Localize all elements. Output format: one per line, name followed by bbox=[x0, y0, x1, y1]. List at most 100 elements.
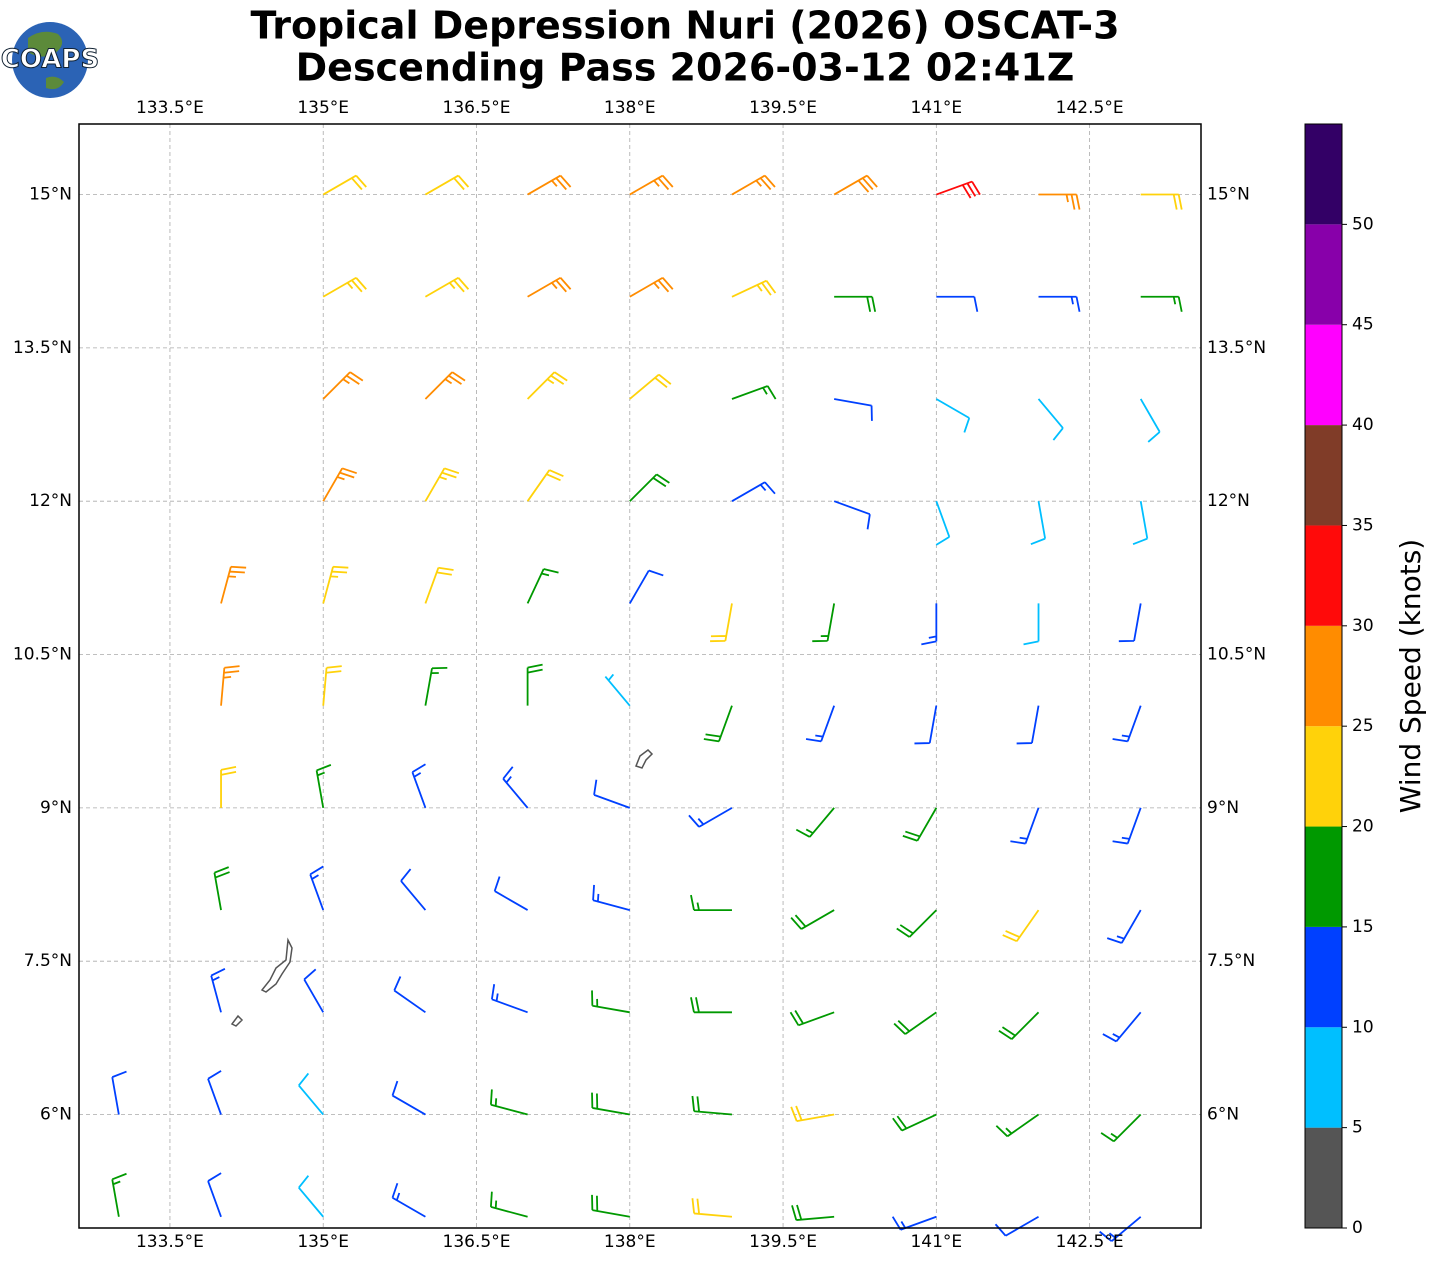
logo-text: COAPS bbox=[1, 45, 99, 75]
wind-barb bbox=[691, 1095, 733, 1116]
wind-barb bbox=[527, 276, 572, 298]
wind-barb bbox=[790, 909, 835, 930]
subtitle: Descending Pass 2026-03-12 02:41Z bbox=[296, 46, 1075, 90]
colorbar-bin bbox=[1305, 525, 1342, 626]
wind-barb bbox=[629, 373, 672, 400]
wind-barb bbox=[424, 276, 470, 298]
colorbar-tick-label: 10 bbox=[1352, 1017, 1374, 1037]
wind-barb bbox=[393, 976, 426, 1014]
wind-barb bbox=[629, 276, 674, 298]
wind-barb bbox=[298, 1175, 324, 1218]
wind-barb bbox=[502, 766, 529, 809]
colorbar-tick-label: 45 bbox=[1352, 315, 1374, 335]
wind-barb bbox=[592, 884, 631, 911]
wind-barb bbox=[526, 663, 543, 706]
wind-barb bbox=[834, 295, 877, 312]
island-outline bbox=[230, 749, 654, 1027]
wind-barb bbox=[593, 779, 631, 809]
wind-barb bbox=[790, 1105, 835, 1123]
wind-barb bbox=[998, 1011, 1040, 1040]
lon-label-top: 139.5°E bbox=[749, 98, 817, 118]
wind-barb bbox=[493, 876, 529, 911]
wind-barb bbox=[424, 371, 466, 400]
colorbar-tick-label: 50 bbox=[1352, 214, 1374, 234]
wind-barb bbox=[322, 276, 367, 298]
wind-barb bbox=[791, 1204, 835, 1221]
wind-barb bbox=[935, 398, 971, 433]
colorbar-tick-label: 15 bbox=[1352, 917, 1374, 937]
wind-barb bbox=[322, 665, 342, 706]
wind-barb bbox=[995, 1113, 1040, 1138]
lat-label-right: 13.5°N bbox=[1207, 338, 1266, 358]
wind-barb bbox=[833, 174, 878, 196]
wind-barb bbox=[629, 473, 670, 502]
wind-barb bbox=[315, 764, 332, 809]
wind-barb bbox=[731, 481, 776, 502]
lon-label-top: 141°E bbox=[910, 98, 962, 118]
wind-barb bbox=[1010, 807, 1040, 845]
wind-barb bbox=[914, 705, 938, 745]
colorbar-tick-label: 40 bbox=[1352, 415, 1374, 435]
lon-label-bottom: 138°E bbox=[604, 1232, 656, 1252]
wind-barb bbox=[892, 1113, 937, 1132]
wind-barb bbox=[833, 500, 871, 530]
colorbar-bin bbox=[1305, 124, 1342, 225]
wind-barb bbox=[629, 569, 664, 604]
colorbar-tick-label: 30 bbox=[1352, 616, 1374, 636]
wind-barb bbox=[690, 894, 732, 911]
wind-barb bbox=[789, 1010, 835, 1027]
wind-barb bbox=[210, 968, 226, 1013]
colorbar-bin bbox=[1305, 726, 1342, 827]
lon-label-top: 135°E bbox=[297, 98, 349, 118]
wind-barb bbox=[1140, 193, 1183, 210]
colorbar-bin bbox=[1305, 625, 1342, 727]
wind-barb bbox=[1023, 603, 1040, 646]
wind-barb bbox=[893, 1011, 937, 1035]
colorbar: 0 5 10 15 20 25 30 35 40 45 50 bbox=[1304, 123, 1374, 1238]
lon-label-top: 142.5°E bbox=[1056, 98, 1124, 118]
lon-label-bottom: 133.5°E bbox=[136, 1232, 204, 1252]
wind-barb bbox=[731, 385, 777, 400]
wind-barb bbox=[526, 371, 568, 400]
wind-barb bbox=[591, 1092, 630, 1116]
colorbar-tick-label: 0 bbox=[1352, 1218, 1363, 1238]
wind-barb bbox=[526, 469, 564, 502]
wind-barb bbox=[591, 990, 630, 1014]
colorbar-tick-label: 25 bbox=[1352, 716, 1374, 736]
colorbar-tick-label: 35 bbox=[1352, 515, 1374, 535]
title: Tropical Depression Nuri (2026) OSCAT-3 bbox=[250, 4, 1119, 48]
wind-barb bbox=[1106, 909, 1142, 944]
lat-label-left: 10.5°N bbox=[13, 645, 72, 665]
colorbar-label: Wind Speed (knots) bbox=[1394, 539, 1427, 813]
wind-barb bbox=[1030, 501, 1047, 546]
wind-barb bbox=[220, 565, 247, 604]
lon-label-bottom: 135°E bbox=[297, 1232, 349, 1252]
wind-barb bbox=[896, 909, 937, 938]
lon-label-top: 133.5°E bbox=[136, 98, 204, 118]
wind-barb bbox=[424, 566, 454, 604]
wind-barb bbox=[688, 807, 733, 828]
wind-barb bbox=[322, 467, 358, 502]
wind-barb bbox=[322, 174, 367, 196]
wind-barb bbox=[298, 1072, 324, 1116]
wind-barb bbox=[207, 1070, 222, 1115]
lat-label-left: 15°N bbox=[29, 185, 72, 205]
lon-label-bottom: 141°E bbox=[910, 1232, 962, 1252]
wind-barb bbox=[591, 1194, 630, 1218]
wind-barb bbox=[489, 1089, 528, 1116]
map-frame bbox=[78, 123, 1202, 1229]
lat-label-right: 12°N bbox=[1207, 491, 1250, 511]
lat-label-right: 6°N bbox=[1207, 1105, 1239, 1125]
wind-barb bbox=[322, 565, 349, 604]
wind-barb bbox=[1102, 1011, 1142, 1043]
wind-barb bbox=[795, 807, 835, 838]
lon-label-top: 136.5°E bbox=[443, 98, 511, 118]
colorbar-tick-label: 20 bbox=[1352, 817, 1374, 837]
lon-label-bottom: 142.5°E bbox=[1056, 1232, 1124, 1252]
wind-barb bbox=[1132, 501, 1149, 546]
wind-barb bbox=[805, 705, 835, 743]
wind-barb bbox=[424, 666, 448, 706]
colorbar-bin bbox=[1305, 926, 1342, 1028]
wind-barb bbox=[1112, 705, 1142, 743]
